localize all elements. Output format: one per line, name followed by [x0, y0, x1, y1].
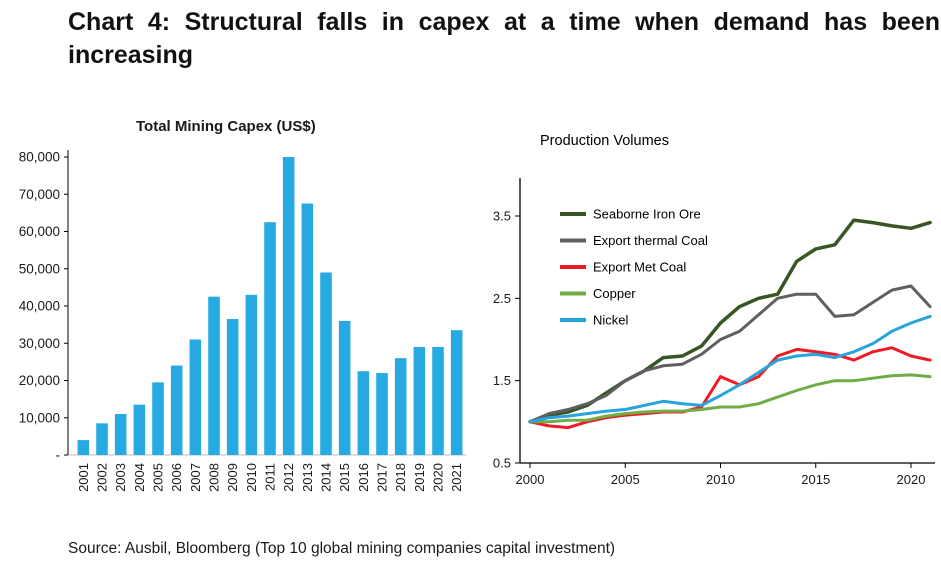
export-met-coal-line	[528, 346, 932, 430]
bar-2009	[226, 319, 239, 455]
bar-2019	[413, 346, 426, 455]
bar-x-tick-label: 2019	[412, 463, 427, 492]
line-y-tick-label: 1.5	[493, 373, 511, 388]
export-met-coal-legend-label: Export Met Coal	[593, 260, 686, 275]
bar-2012	[282, 157, 295, 455]
bar-x-tick-label: 2016	[356, 463, 371, 492]
bar-2011	[264, 222, 276, 455]
bar-x-tick-label: 2011	[263, 463, 278, 491]
nickel-legend-label: Nickel	[593, 313, 629, 328]
bar-x-tick-label: 2009	[225, 463, 240, 492]
bar-2016	[357, 371, 370, 455]
bar-x-tick-label: 2002	[95, 463, 110, 492]
bar-y-tick-label: 80,000	[19, 150, 60, 165]
line-chart-title: Production Volumes	[540, 133, 669, 149]
bar-2013	[301, 203, 314, 455]
bar-2006	[170, 365, 183, 455]
line-x-tick-label: 2015	[801, 472, 830, 487]
copper-legend-label: Copper	[593, 286, 636, 301]
bar-y-tick-label: 50,000	[19, 261, 60, 276]
source-note: Source: Ausbil, Bloomberg (Top 10 global…	[68, 540, 616, 557]
bar-x-tick-label: 2001	[76, 463, 91, 492]
bar-2002	[96, 423, 108, 455]
bar-x-tick-label: 2014	[319, 463, 334, 492]
export-thermal-coal-legend-label: Export thermal Coal	[593, 233, 708, 248]
bar-y-tick-label: 10,000	[19, 410, 60, 425]
export-thermal-coal-line	[528, 284, 932, 424]
line-x-tick-label: 2010	[706, 472, 735, 487]
bar-2020	[432, 346, 444, 455]
production-line-chart: 0.5 1.5 2.5 3.5 2000 2005 2010 2015 2020 Seaborne…	[493, 178, 935, 487]
bar-2008	[208, 296, 220, 455]
line-y-tick-label: 3.5	[493, 209, 511, 224]
bar-x-tick-label: 2018	[393, 463, 408, 492]
bar-2003	[114, 414, 127, 455]
line-y-tick-label: 0.5	[493, 456, 511, 471]
bar-x-tick-label: 2020	[431, 463, 446, 492]
bar-x-tick-label: 2004	[132, 463, 147, 492]
bar-2021	[450, 330, 463, 455]
bar-y-tick-label: 60,000	[19, 224, 60, 239]
line-x-tick-label: 2005	[611, 472, 640, 487]
capex-bar-chart: - 10,000 20,000 30,000 40,000 50,000 60,000 70,…	[19, 150, 466, 492]
line-x-tick-label: 2000	[516, 472, 545, 487]
bar-y-tick-label: -	[56, 448, 61, 463]
bar-2007	[189, 339, 202, 455]
bar-chart-title: Total Mining Capex (US$)	[136, 118, 316, 135]
bar-x-tick-label: 2017	[375, 463, 390, 492]
page-title: Chart 4: Structural falls in capex at a …	[68, 8, 940, 69]
bar-x-tick-label: 2003	[113, 463, 128, 492]
bar-2018	[394, 358, 407, 455]
bar-y-tick-label: 70,000	[19, 187, 60, 202]
seaborne-iron-ore-legend-label: Seaborne Iron Ore	[593, 207, 701, 222]
bar-x-tick-label: 2012	[281, 463, 296, 492]
bar-x-tick-label: 2008	[207, 463, 222, 492]
bar-x-tick-label: 2013	[300, 463, 315, 492]
bar-2005	[152, 382, 164, 455]
bar-2004	[133, 404, 146, 455]
bar-x-tick-label: 2010	[244, 463, 259, 492]
bar-x-tick-label: 2005	[151, 463, 166, 492]
bar-y-tick-label: 30,000	[19, 336, 60, 351]
bar-2001	[77, 440, 90, 455]
bar-x-tick-label: 2021	[449, 463, 464, 492]
bar-x-tick-label: 2007	[188, 463, 203, 492]
line-y-tick-label: 2.5	[493, 291, 511, 306]
nickel-line	[528, 314, 932, 424]
bar-y-tick-label: 40,000	[19, 299, 60, 314]
bar-2015	[338, 320, 351, 455]
copper-line	[528, 373, 932, 424]
bar-2017	[376, 373, 388, 455]
bar-2014	[320, 272, 332, 455]
bar-x-tick-label: 2006	[169, 463, 184, 492]
bar-y-tick-label: 20,000	[19, 373, 60, 388]
bar-2010	[245, 294, 258, 455]
line-x-tick-label: 2020	[897, 472, 926, 487]
bar-x-tick-label: 2015	[337, 463, 352, 492]
